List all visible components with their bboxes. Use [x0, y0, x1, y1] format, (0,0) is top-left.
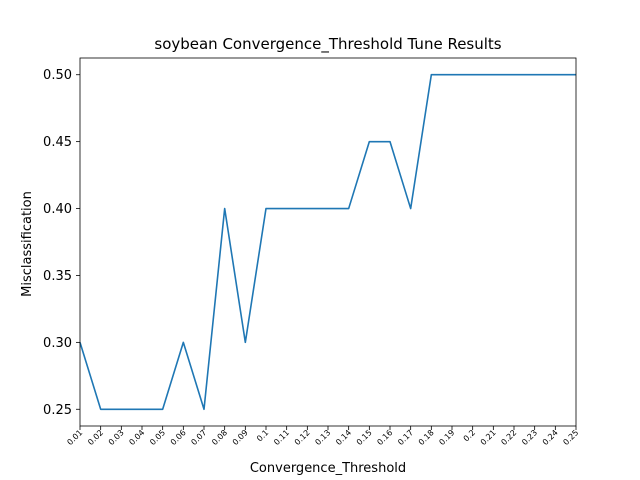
x-tick-label: 0.08: [210, 428, 229, 447]
x-tick-label: 0.02: [86, 428, 105, 447]
x-tick-label: 0.12: [293, 428, 312, 447]
axes-frame: [79, 57, 577, 427]
y-tick-label: 0.40: [43, 202, 72, 217]
x-tick-label: 0.19: [437, 428, 456, 447]
x-tick-label: 0.22: [499, 428, 518, 447]
x-axis-title: Convergence_Threshold: [250, 461, 406, 476]
x-tick-label: 0.24: [541, 428, 560, 447]
series-line-0: [79, 73, 576, 411]
x-tick-label: 0.03: [107, 428, 126, 447]
chart-title: soybean Convergence_Threshold Tune Resul…: [154, 35, 501, 54]
x-tick-label: 0.01: [65, 428, 84, 447]
plot-area: 0.25 0.30 0.35 0.40 0.45 0.50 0.01 0.02 0.03 0.04…: [43, 57, 580, 447]
y-tick-label: 0.35: [43, 269, 72, 284]
x-tick-label: 0.13: [313, 428, 332, 447]
x-tick-label: 0.06: [169, 428, 188, 447]
x-tick-label: 0.11: [272, 428, 291, 447]
x-tick-label: 0.21: [479, 428, 498, 447]
x-tick-label: 0.07: [189, 428, 208, 447]
y-tick-label: 0.25: [43, 403, 72, 418]
y-tick-label: 0.30: [43, 336, 72, 351]
y-tick-label: 0.50: [43, 68, 72, 83]
x-tick-label: 0.16: [375, 428, 394, 447]
x-tick-label: 0.14: [334, 428, 353, 447]
y-tick-label: 0.45: [43, 135, 72, 150]
x-tick-label: 0.09: [231, 428, 250, 447]
x-tick-label: 0.1: [255, 428, 270, 443]
x-tick-label: 0.2: [462, 428, 477, 443]
x-tick-label: 0.04: [127, 428, 146, 447]
x-tick-label: 0.18: [417, 428, 436, 447]
x-tick-label: 0.23: [520, 428, 539, 447]
x-tick-label: 0.05: [148, 428, 167, 447]
x-tick-label: 0.15: [355, 428, 374, 447]
y-axis-title: Misclassification: [20, 191, 35, 297]
x-tick-label: 0.25: [561, 428, 580, 447]
x-tick-label: 0.17: [396, 428, 415, 447]
